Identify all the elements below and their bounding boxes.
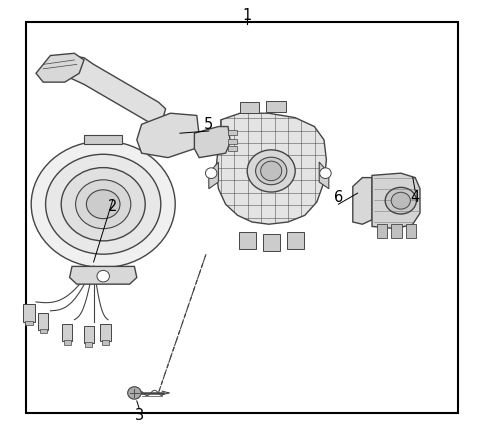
Text: 4: 4 bbox=[410, 190, 420, 205]
Ellipse shape bbox=[46, 155, 161, 254]
Polygon shape bbox=[319, 162, 329, 189]
Polygon shape bbox=[50, 56, 166, 122]
Bar bbox=[102, 340, 109, 345]
Text: 3: 3 bbox=[134, 408, 144, 423]
Bar bbox=[406, 224, 416, 238]
Circle shape bbox=[205, 168, 217, 178]
Ellipse shape bbox=[385, 187, 416, 214]
Text: 1: 1 bbox=[242, 8, 252, 23]
Bar bbox=[228, 130, 237, 135]
Polygon shape bbox=[137, 113, 199, 158]
Bar bbox=[228, 146, 237, 151]
Bar bbox=[228, 139, 237, 144]
Bar bbox=[64, 340, 71, 345]
Bar bbox=[25, 321, 33, 325]
Ellipse shape bbox=[391, 192, 410, 209]
Circle shape bbox=[320, 168, 331, 178]
Bar bbox=[287, 232, 304, 249]
Polygon shape bbox=[353, 178, 372, 224]
Text: 6: 6 bbox=[334, 190, 343, 205]
Ellipse shape bbox=[86, 190, 120, 219]
Ellipse shape bbox=[31, 141, 175, 267]
Ellipse shape bbox=[75, 180, 131, 229]
Bar bbox=[62, 324, 72, 341]
Bar bbox=[100, 324, 111, 341]
Bar bbox=[40, 329, 47, 333]
Text: 2: 2 bbox=[108, 199, 118, 214]
Bar bbox=[84, 326, 94, 343]
Circle shape bbox=[128, 387, 141, 399]
Bar bbox=[38, 313, 48, 330]
Bar bbox=[85, 342, 92, 347]
Bar bbox=[391, 224, 402, 238]
Bar bbox=[263, 234, 280, 251]
Text: 5: 5 bbox=[204, 117, 214, 132]
Polygon shape bbox=[216, 113, 326, 224]
Bar bbox=[377, 224, 387, 238]
Polygon shape bbox=[372, 173, 420, 229]
Polygon shape bbox=[194, 127, 230, 158]
Polygon shape bbox=[36, 53, 84, 82]
Bar bbox=[23, 304, 35, 322]
Circle shape bbox=[97, 270, 109, 282]
Ellipse shape bbox=[247, 150, 295, 192]
Bar bbox=[239, 232, 256, 249]
Ellipse shape bbox=[61, 168, 145, 241]
Bar bbox=[240, 102, 259, 113]
Bar bbox=[266, 101, 286, 112]
Bar bbox=[84, 135, 122, 144]
Polygon shape bbox=[70, 266, 137, 284]
Circle shape bbox=[261, 161, 282, 181]
Polygon shape bbox=[209, 162, 218, 189]
Bar bbox=[26, 22, 458, 413]
Ellipse shape bbox=[255, 157, 287, 185]
